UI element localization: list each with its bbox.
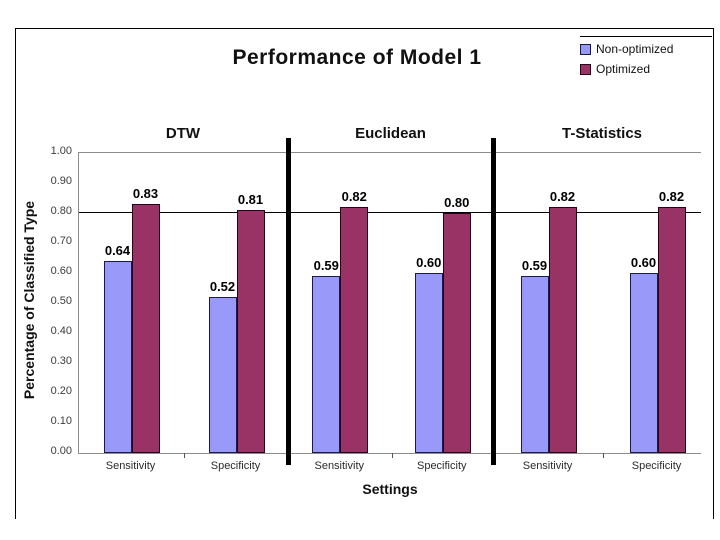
legend: Non-optimized Optimized (580, 36, 712, 82)
bar-optimized-euclidean-sensitivity (340, 207, 369, 453)
value-label: 0.59 (521, 258, 548, 273)
value-label: 0.59 (313, 258, 339, 273)
non-optimized-swatch-icon (580, 43, 591, 55)
section-divider (286, 138, 291, 465)
bar-optimized-dtw-specificity (236, 210, 265, 453)
legend-item-non-optimized: Non-optimized (580, 42, 712, 56)
y-tick-label: 0.00 (50, 445, 72, 457)
category-label-specificity: Specificity (631, 460, 682, 472)
chart-title: Performance of Model 1 (232, 46, 482, 69)
y-tick-label: 1.00 (50, 145, 72, 157)
section-divider (491, 138, 496, 465)
value-label: 0.60 (630, 255, 657, 270)
value-label: 0.82 (549, 189, 576, 204)
x-axis-tick (184, 453, 185, 458)
bar-non-optimized-dtw-specificity (208, 297, 237, 453)
x-axis-tick (603, 453, 604, 458)
group-title-t-statistics: T-Statistics (561, 125, 643, 142)
y-tick-label: 0.50 (50, 295, 72, 307)
category-label-sensitivity: Sensitivity (105, 460, 156, 472)
value-label: 0.83 (132, 186, 159, 201)
bar-optimized-t-statistics-specificity (657, 207, 686, 453)
value-label: 0.60 (416, 255, 442, 270)
x-axis-tick (391, 453, 393, 458)
gridline-0-80 (79, 212, 701, 213)
value-label: 0.52 (209, 279, 236, 294)
category-label-sensitivity: Sensitivity (522, 460, 573, 472)
group-title-dtw: DTW (165, 125, 201, 142)
category-label-specificity: Specificity (416, 460, 467, 472)
y-tick-label: 0.30 (50, 355, 72, 367)
value-label: 0.64 (104, 243, 131, 258)
bar-optimized-euclidean-specificity (442, 213, 471, 453)
y-tick-label: 0.80 (50, 205, 72, 217)
legend-label: Non-optimized (596, 42, 674, 56)
y-tick-label: 0.70 (50, 235, 72, 247)
y-tick-label: 0.60 (50, 265, 72, 277)
bar-non-optimized-euclidean-sensitivity (312, 276, 341, 453)
y-tick-label: 0.90 (50, 175, 72, 187)
bar-non-optimized-t-statistics-sensitivity (520, 276, 549, 453)
bar-optimized-dtw-sensitivity (131, 204, 160, 453)
category-label-sensitivity: Sensitivity (314, 460, 365, 472)
bar-non-optimized-t-statistics-specificity (629, 273, 658, 453)
value-label: 0.81 (237, 192, 264, 207)
y-tick-label: 0.40 (50, 325, 72, 337)
x-axis-title: Settings (362, 481, 418, 497)
optimized-swatch-icon (580, 63, 591, 75)
legend-item-optimized: Optimized (580, 62, 712, 76)
plot-area: 0.64 0.83 0.52 0.81 0.59 0.82 0.60 0.80 0.59 0.82… (78, 152, 701, 458)
value-label: 0.80 (444, 195, 470, 210)
legend-label: Optimized (596, 62, 651, 76)
group-title-euclidean: Euclidean (355, 125, 426, 142)
value-label: 0.82 (341, 189, 367, 204)
y-tick-label: 0.10 (50, 415, 72, 427)
bar-non-optimized-euclidean-specificity (414, 273, 443, 453)
category-label-specificity: Specificity (210, 460, 261, 472)
legend-divider-line (580, 36, 712, 37)
bar-optimized-t-statistics-sensitivity (548, 207, 577, 453)
value-label: 0.82 (658, 189, 685, 204)
bar-non-optimized-dtw-sensitivity (103, 261, 132, 453)
y-tick-label: 0.20 (50, 385, 72, 397)
